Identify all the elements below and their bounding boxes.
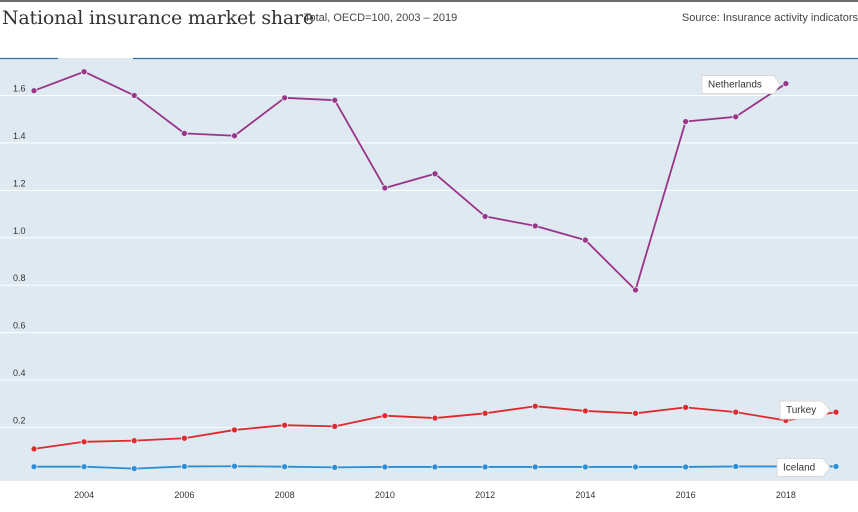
x-tick-label: 2006 bbox=[174, 490, 194, 500]
x-tick-label: 2010 bbox=[375, 490, 395, 500]
x-tick-label: 2016 bbox=[676, 490, 696, 500]
data-point-iceland bbox=[531, 463, 539, 471]
data-point-netherlands bbox=[281, 94, 289, 102]
data-point-iceland bbox=[281, 463, 289, 471]
source-note: Source: Insurance activity indicators bbox=[681, 12, 858, 24]
data-point-iceland bbox=[30, 463, 38, 471]
y-tick-label: 1.2 bbox=[13, 178, 26, 188]
data-point-netherlands bbox=[682, 118, 690, 125]
y-tick-label: 0.4 bbox=[13, 368, 26, 378]
data-point-netherlands bbox=[180, 129, 188, 137]
data-point-iceland bbox=[80, 463, 88, 471]
y-tick-label: 0.6 bbox=[13, 321, 26, 331]
data-point-netherlands bbox=[782, 80, 790, 87]
data-point-turkey bbox=[30, 445, 38, 453]
data-point-netherlands bbox=[581, 236, 589, 244]
series-label-box bbox=[701, 75, 781, 94]
data-point-turkey bbox=[481, 409, 489, 417]
x-tick-label: 2014 bbox=[575, 490, 595, 500]
data-point-netherlands bbox=[30, 87, 38, 95]
data-point-iceland bbox=[682, 463, 690, 471]
data-point-netherlands bbox=[130, 92, 138, 99]
data-point-turkey bbox=[832, 408, 840, 416]
data-point-turkey bbox=[331, 422, 339, 430]
x-tick-label: 2018 bbox=[776, 490, 796, 500]
data-point-iceland bbox=[130, 465, 138, 472]
series-label-box bbox=[776, 458, 831, 477]
data-point-turkey bbox=[80, 438, 88, 446]
series-label: Iceland bbox=[783, 462, 815, 473]
series-label: Turkey bbox=[786, 405, 816, 416]
data-point-iceland bbox=[632, 463, 639, 471]
data-point-turkey bbox=[180, 434, 188, 442]
data-point-turkey bbox=[431, 414, 439, 422]
data-point-turkey bbox=[632, 409, 639, 417]
series-label: Netherlands bbox=[708, 80, 762, 91]
series-label-box bbox=[779, 400, 831, 420]
data-point-turkey bbox=[581, 407, 589, 415]
data-point-turkey bbox=[231, 426, 238, 434]
chart-title: National insurance market share bbox=[2, 7, 314, 29]
series-line-netherlands bbox=[33, 70, 787, 291]
data-point-iceland bbox=[381, 463, 389, 471]
data-point-iceland bbox=[481, 463, 489, 471]
data-point-netherlands bbox=[431, 170, 439, 178]
data-point-iceland bbox=[231, 462, 238, 470]
chart-subtitle: Total, OECD=100, 2003 – 2019 bbox=[304, 12, 458, 24]
data-point-iceland bbox=[732, 463, 740, 470]
data-point-netherlands bbox=[231, 132, 238, 140]
x-tick-label: 2008 bbox=[275, 490, 295, 500]
data-point-netherlands bbox=[80, 68, 88, 76]
data-point-turkey bbox=[732, 408, 740, 416]
data-point-turkey bbox=[130, 437, 138, 445]
data-point-netherlands bbox=[531, 222, 539, 230]
data-point-turkey bbox=[531, 402, 539, 410]
y-tick-label: 0.2 bbox=[13, 416, 26, 426]
data-point-netherlands bbox=[481, 213, 489, 220]
data-point-netherlands bbox=[632, 286, 639, 294]
x-tick-label: 2004 bbox=[74, 490, 94, 500]
y-tick-label: 1.4 bbox=[13, 131, 26, 141]
data-point-turkey bbox=[381, 412, 389, 420]
data-point-netherlands bbox=[732, 113, 740, 121]
data-point-iceland bbox=[832, 463, 840, 470]
y-tick-label: 0.8 bbox=[13, 273, 26, 283]
y-tick-label: 1.0 bbox=[13, 226, 26, 236]
top-rule bbox=[0, 0, 858, 2]
data-point-turkey bbox=[281, 421, 289, 429]
data-point-netherlands bbox=[331, 96, 339, 104]
data-point-iceland bbox=[180, 463, 188, 470]
data-point-iceland bbox=[581, 463, 589, 471]
data-point-netherlands bbox=[381, 184, 389, 192]
x-tick-label: 2012 bbox=[475, 490, 495, 500]
data-point-turkey bbox=[682, 403, 690, 411]
data-point-iceland bbox=[431, 463, 439, 471]
y-tick-label: 1.6 bbox=[13, 83, 26, 93]
data-point-iceland bbox=[331, 464, 339, 471]
